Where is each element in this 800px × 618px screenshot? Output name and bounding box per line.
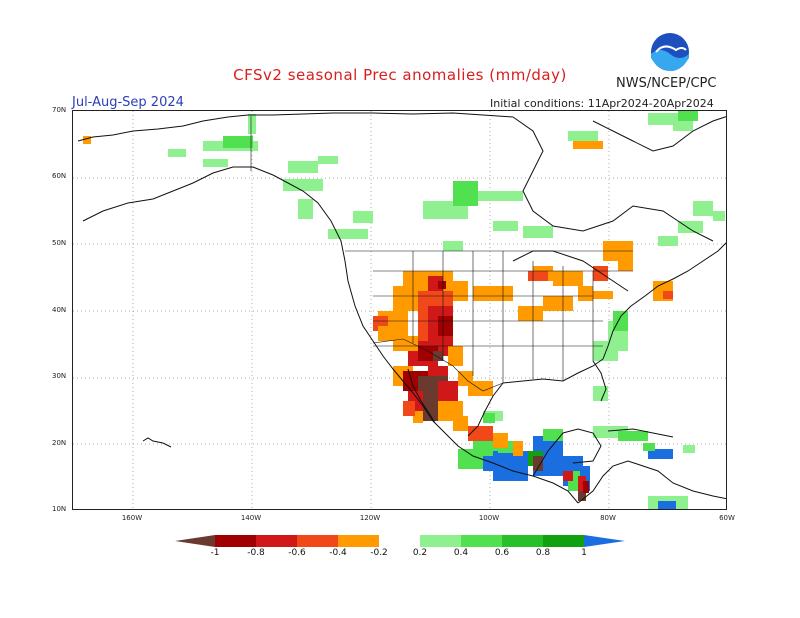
colorbar-label: 1: [581, 548, 587, 558]
lat-label-20n: 20N: [52, 439, 67, 447]
colorbar-label: -0.8: [247, 548, 265, 558]
colorbar-label: 0.8: [535, 548, 551, 558]
lat-label-40n: 40N: [52, 306, 67, 314]
colorbar-swatch-1: [215, 535, 256, 547]
lat-label-60n: 60N: [52, 172, 67, 180]
map-canvas: [73, 111, 726, 509]
colorbar-swatch-7: [461, 535, 502, 547]
lon-label-120w: 120W: [359, 514, 381, 522]
lat-label-50n: 50N: [52, 239, 67, 247]
colorbar-label: 0.6: [494, 548, 510, 558]
anomaly-map: [72, 110, 727, 510]
lon-label-60w: 60W: [719, 514, 735, 522]
colorbar-swatch-6: [420, 535, 461, 547]
colorbar-swatch-5: [379, 535, 420, 547]
coastlines: [77, 112, 726, 504]
lat-label-30n: 30N: [52, 372, 67, 380]
colorbar-label: -1: [210, 548, 220, 558]
initial-conditions: Initial conditions: 11Apr2024-20Apr2024: [490, 97, 714, 110]
gridlines: [73, 111, 726, 509]
colorbar-swatch-2: [256, 535, 297, 547]
colorbar-label: 0.2: [412, 548, 428, 558]
lon-label-80w: 80W: [600, 514, 616, 522]
colorbar-label: -0.4: [329, 548, 347, 558]
colorbar-label: -0.2: [370, 548, 388, 558]
lon-label-140w: 140W: [240, 514, 262, 522]
political-borders: [250, 116, 633, 392]
colorbar-swatch-8: [502, 535, 543, 547]
colorbar-label: -0.6: [288, 548, 306, 558]
colorbar-swatch-4: [338, 535, 379, 547]
colorbar-swatch-9: [543, 535, 584, 547]
lat-label-70n: 70N: [52, 106, 67, 114]
lat-label-10n: 10N: [52, 505, 67, 513]
noaa-logo: [651, 33, 689, 72]
colorbar-swatch-lt-minus1: [175, 535, 215, 547]
colorbar: [175, 533, 625, 563]
lon-label-160w: 160W: [121, 514, 143, 522]
colorbar-swatch-3: [297, 535, 338, 547]
dry-anomaly-cells: [83, 136, 673, 501]
agency-label: NWS/NCEP/CPC: [616, 76, 717, 91]
map-title: CFSv2 seasonal Prec anomalies (mm/day): [233, 66, 567, 84]
season-label: Jul-Aug-Sep 2024: [72, 95, 184, 110]
wet-anomaly-cells: [168, 111, 725, 509]
colorbar-swatches: [175, 535, 625, 547]
lon-label-100w: 100W: [478, 514, 500, 522]
colorbar-label: 0.4: [453, 548, 469, 558]
colorbar-swatch-gt-1: [584, 535, 625, 547]
